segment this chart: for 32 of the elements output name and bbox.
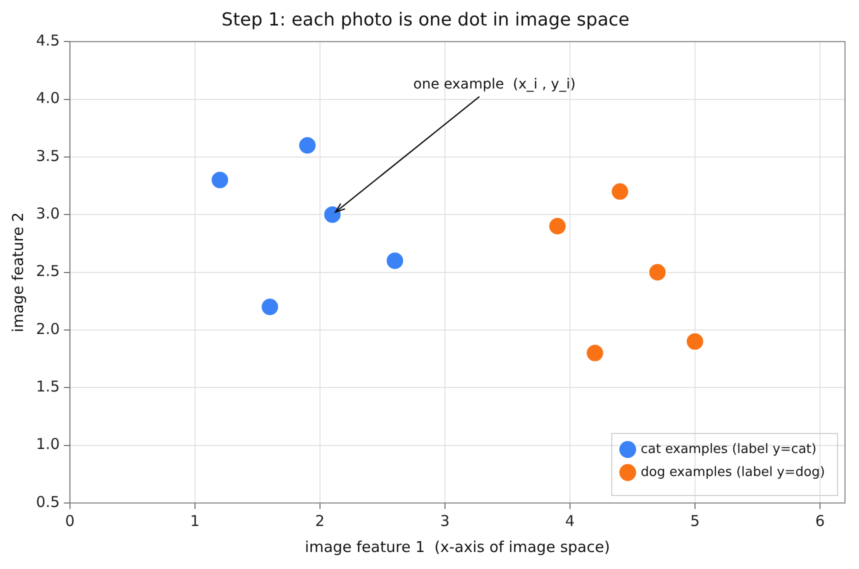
x-tick-label: 4 (565, 512, 575, 530)
y-tick-label: 1.0 (36, 435, 60, 454)
legend-label: dog examples (label y=dog) (640, 464, 825, 480)
point (610, 182, 630, 202)
y-tick-label: 2.0 (36, 320, 60, 338)
point (385, 251, 405, 271)
y-tick-label: 2.5 (36, 262, 60, 280)
x-tick-label: 5 (690, 512, 700, 530)
x-tick-label: 6 (815, 512, 825, 530)
point (210, 170, 230, 190)
point (260, 297, 280, 317)
y-tick-label: 3.5 (36, 146, 60, 165)
point (548, 216, 568, 236)
point (685, 332, 705, 352)
y-axis-title: image feature 2 (8, 212, 27, 332)
chart-title: Step 1: each photo is one dot in image space (222, 9, 630, 30)
x-tick-label: 3 (440, 512, 450, 530)
legend-label: cat examples (label y=cat) (640, 442, 816, 457)
point (585, 343, 605, 363)
x-tick-label: 2 (315, 512, 325, 530)
annotation: one example (x_i , y_i) (413, 76, 576, 92)
x-tick-label: 0 (65, 512, 75, 530)
y-tick-label: 0.5 (36, 492, 60, 511)
y-tick-label: 3.0 (36, 204, 60, 223)
x-tick-label: 1 (190, 512, 200, 530)
x-axis-title: image feature 1 (x-axis of image space) (304, 538, 610, 556)
y-tick-label: 4.5 (36, 31, 60, 50)
point (322, 204, 342, 224)
y-tick-label: 1.5 (36, 378, 60, 396)
y-tick-label: 4.0 (36, 89, 60, 108)
point (298, 136, 318, 156)
point (648, 262, 668, 282)
